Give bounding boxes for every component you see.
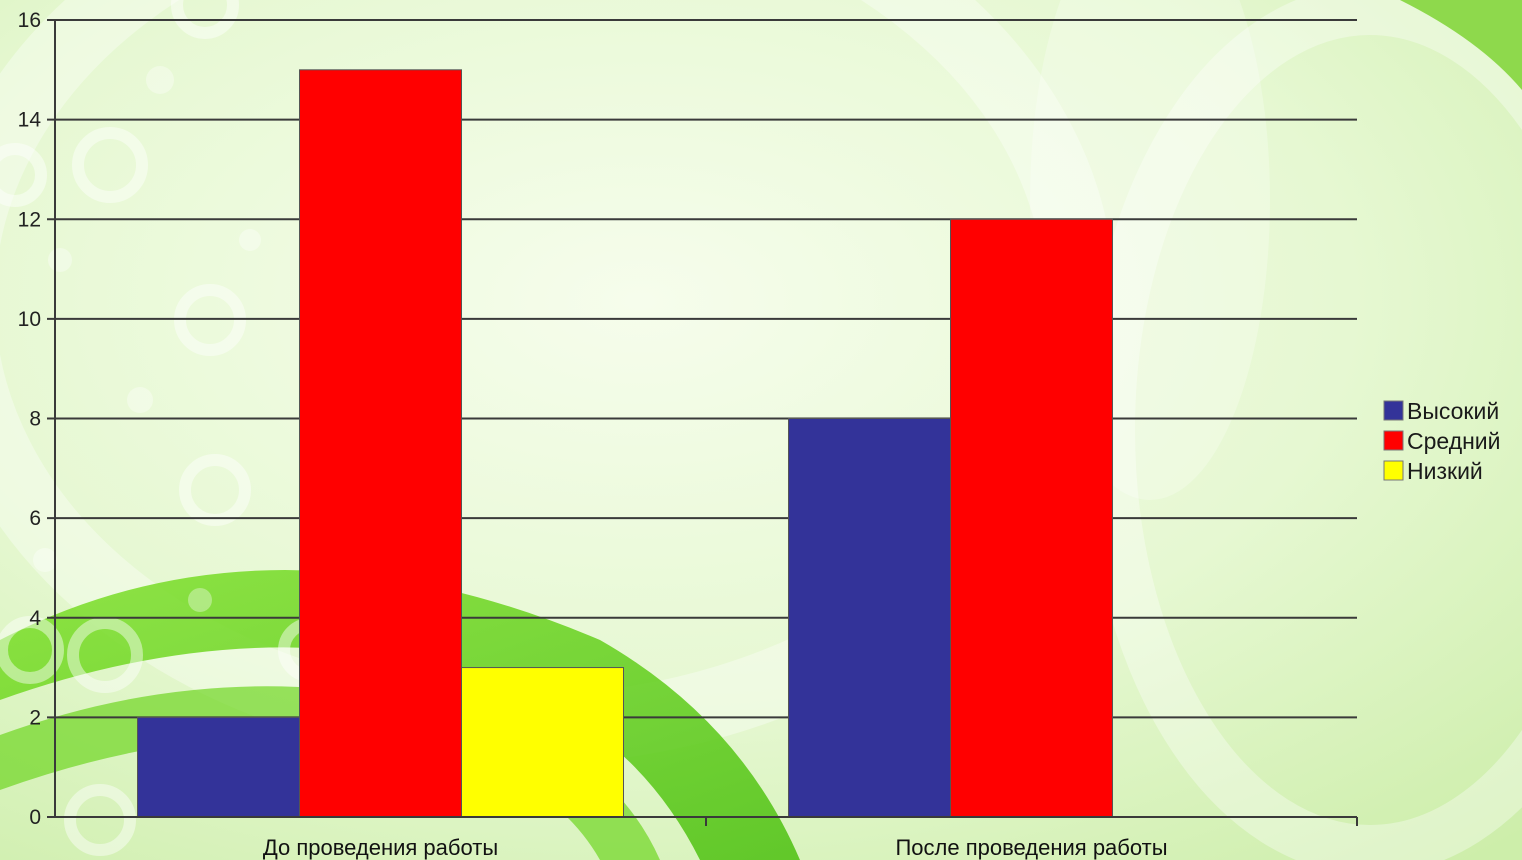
y-tick-label: 8 [29,408,41,431]
bar-1-1 [137,716,300,818]
x-category-labels: До проведения работы После проведения раб… [263,835,1168,860]
legend-swatch [1383,400,1404,421]
x-category-label: После проведения работы [895,835,1167,860]
legend-label: Низкий [1407,458,1483,484]
y-tick-label: 4 [29,607,41,630]
bar-1-2 [788,418,951,818]
x-category-label: До проведения работы [263,835,498,860]
legend-label: Высокий [1407,398,1499,424]
y-tick-label: 0 [29,806,41,829]
axes [47,19,1358,826]
bar-2-1 [299,69,462,818]
legend-swatch [1383,460,1404,481]
bar-3-1 [461,667,624,818]
y-tick-label: 6 [29,507,41,530]
y-tick-label: 2 [29,706,41,729]
bar-2-2 [950,218,1113,818]
bars [137,69,1113,818]
y-tick-labels: 0 2 4 6 8 10 12 14 16 [18,9,42,829]
y-tick-label: 10 [18,308,41,331]
y-tick-label: 12 [18,208,41,231]
y-tick-label: 16 [18,9,41,32]
legend-label: Средний [1407,428,1501,454]
y-tick-label: 14 [18,109,42,132]
legend-swatch [1383,430,1404,451]
legend: Высокий Средний Низкий [1383,398,1501,484]
